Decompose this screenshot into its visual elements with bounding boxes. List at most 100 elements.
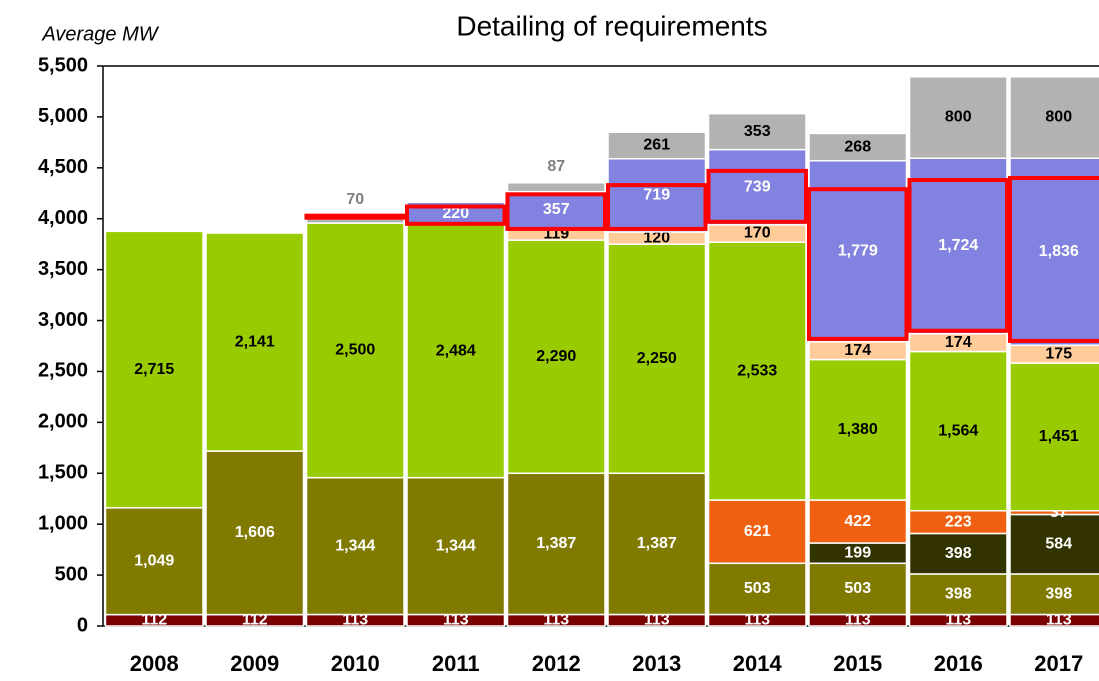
y-tick-label: 4,500 <box>38 156 88 178</box>
data-label: 223 <box>945 513 972 530</box>
highlight-box <box>304 213 406 220</box>
bar-segment <box>607 472 707 616</box>
data-label: 2,715 <box>134 361 174 378</box>
x-tick-label: 2017 <box>1034 651 1083 676</box>
y-tick-label: 5,500 <box>38 54 88 76</box>
data-label: 398 <box>945 585 972 602</box>
data-label: 1,387 <box>637 535 677 552</box>
y-axis-label: Average MW <box>41 23 159 45</box>
data-label: 1,380 <box>838 421 878 438</box>
data-label: 621 <box>744 523 771 540</box>
data-label: 800 <box>1045 109 1072 126</box>
data-label: 113 <box>443 611 469 628</box>
data-label: 113 <box>342 611 368 628</box>
bar-segment <box>506 239 606 475</box>
data-label: 113 <box>1046 611 1072 628</box>
bar-segment <box>607 158 707 233</box>
highlight-box <box>907 178 1009 333</box>
bar-segment <box>1009 157 1099 346</box>
y-tick-label: 2,500 <box>38 360 88 382</box>
data-label: 739 <box>744 178 771 195</box>
data-label: 398 <box>1045 585 1072 602</box>
data-label: 87 <box>547 158 565 175</box>
data-label: 174 <box>844 342 871 359</box>
bar-segment <box>305 222 405 479</box>
bar-segment <box>506 472 606 616</box>
bar-segment <box>305 476 405 616</box>
y-tick-label: 4,000 <box>38 207 88 229</box>
data-label: 174 <box>945 334 972 351</box>
data-label: 1,387 <box>536 535 576 552</box>
x-tick-label: 2010 <box>331 651 380 676</box>
bar-segment <box>1009 513 1099 575</box>
data-label: 113 <box>945 611 971 628</box>
highlight-box <box>405 204 507 226</box>
data-label: 112 <box>141 612 167 629</box>
x-tick-label: 2015 <box>833 651 882 676</box>
data-label: 261 <box>643 137 670 154</box>
bar-segment <box>707 112 807 151</box>
bar-segment <box>808 358 908 501</box>
bar-segment <box>104 230 204 509</box>
data-label: 1,606 <box>235 524 275 541</box>
y-tick-label: 1,000 <box>38 512 88 534</box>
data-label: 2,533 <box>737 362 777 379</box>
bar-segment <box>908 157 1008 335</box>
bar-segment <box>1009 573 1099 616</box>
data-label: 220 <box>442 205 469 222</box>
x-tick-label: 2009 <box>230 651 279 676</box>
y-tick-label: 3,500 <box>38 258 88 280</box>
data-label: 503 <box>744 580 771 597</box>
bar-segment <box>908 350 1008 512</box>
data-label: 1,564 <box>938 422 978 439</box>
data-label: 398 <box>945 545 972 562</box>
bar-segment <box>707 499 807 565</box>
bar-segment <box>406 223 506 479</box>
bar-segment <box>1009 76 1099 159</box>
data-label: 1,724 <box>938 237 978 254</box>
data-label: 268 <box>844 138 871 155</box>
data-label: 112 <box>242 612 268 629</box>
highlight-box <box>505 192 607 231</box>
data-label: 2,290 <box>536 348 576 365</box>
data-label: 353 <box>744 123 771 140</box>
bar-segment <box>808 499 908 544</box>
data-label: 2,250 <box>637 350 677 367</box>
data-label: 2,141 <box>235 333 275 350</box>
data-label: 503 <box>844 580 871 597</box>
data-label: 2,484 <box>436 342 476 359</box>
x-tick-label: 2014 <box>733 651 783 676</box>
data-label: 2,500 <box>335 342 375 359</box>
x-tick-label: 2008 <box>130 651 179 676</box>
data-label: 113 <box>543 611 569 628</box>
data-label: 120 <box>643 229 670 246</box>
bar-segment <box>908 76 1008 159</box>
bar-segment <box>1009 362 1099 512</box>
data-label: 175 <box>1045 345 1072 362</box>
data-label: 1,451 <box>1039 428 1079 445</box>
y-tick-label: 5,000 <box>38 105 88 127</box>
data-label: 1,779 <box>838 242 878 259</box>
bar-segment <box>506 182 606 193</box>
data-label: 1,344 <box>436 537 476 554</box>
data-label: 357 <box>543 201 570 218</box>
data-label: 113 <box>744 611 770 628</box>
bar-segment <box>406 476 506 616</box>
data-label: 199 <box>844 544 871 561</box>
x-tick-label: 2016 <box>934 651 983 676</box>
y-tick-label: 3,000 <box>38 309 88 331</box>
y-tick-label: 1,500 <box>38 462 88 484</box>
chart-title: Detailing of requirements <box>456 10 767 41</box>
highlight-box <box>1008 176 1099 343</box>
x-tick-label: 2011 <box>432 651 480 676</box>
data-label: 1,344 <box>335 537 375 554</box>
data-label: 422 <box>844 513 871 530</box>
data-label: 719 <box>643 187 670 204</box>
bar-segment <box>808 132 908 162</box>
highlight-box <box>606 183 708 231</box>
data-label: 113 <box>845 611 871 628</box>
data-label: 70 <box>346 191 364 208</box>
bar-segment <box>205 232 305 452</box>
highlight-box <box>807 187 909 341</box>
